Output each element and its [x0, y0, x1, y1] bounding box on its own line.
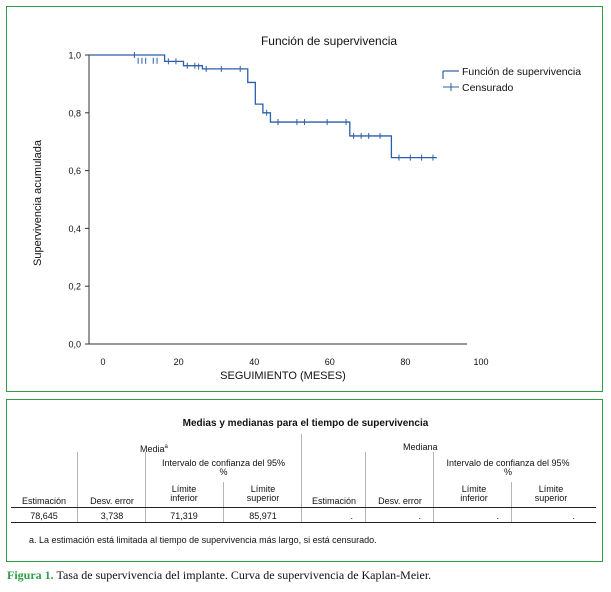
header-mediana-desv-error: Desv. error: [378, 496, 422, 506]
figure-label: Figura 1.: [7, 568, 54, 582]
y-tick-label: 0,4: [68, 224, 81, 234]
caption-text: Tasa de supervivencia del implante. Curv…: [56, 568, 432, 582]
censor-marks: [133, 52, 434, 161]
cell-media-limite-superior: 85,971: [249, 511, 277, 521]
header-mediana-limite-superior-2: superior: [534, 493, 568, 503]
header-media-estimacion: Estimación: [21, 496, 66, 506]
y-tick-label: 1,0: [68, 51, 81, 61]
grid-line: [433, 452, 434, 522]
x-axis-label: SEGUIMIENTO (MESES): [220, 370, 346, 382]
x-tick-label: 20: [174, 357, 184, 367]
y-tick-label: 0,0: [68, 340, 81, 350]
table-bottom-rule: [11, 522, 596, 523]
cell-media-desv-error: 3,738: [100, 511, 124, 521]
media-label: Media: [140, 444, 165, 454]
grid-line: [301, 434, 302, 522]
figure-caption: Figura 1. Tasa de supervivencia del impl…: [7, 568, 431, 583]
header-mediana-estimacion: Estimación: [311, 496, 356, 506]
y-tick-label: 0,2: [68, 282, 81, 292]
x-tick-label: 40: [249, 357, 259, 367]
table-title: Medias y medianas para el tiempo de supe…: [182, 418, 429, 429]
chart-title: Función de supervivencia: [261, 34, 397, 48]
axis-ticks: 0,0 0,2 0,4 0,6 0,8 1,0 0 20 40 60 80 100: [68, 51, 488, 368]
cell-mediana-limite-superior: .: [572, 511, 575, 521]
chart-panel: Función de supervivencia Supervivencia a…: [6, 6, 603, 392]
cell-mediana-limite-inferior: .: [496, 511, 499, 521]
legend-censored-label: Censurado: [462, 82, 514, 94]
survival-curve-line: [89, 54, 437, 159]
x-tick-label: 100: [473, 357, 488, 367]
survival-curve-group: [89, 54, 437, 159]
header-media-limite-inferior-1: Límite: [171, 484, 197, 494]
media-footnote-mark: a: [164, 444, 168, 450]
table-panel: Medias y medianas para el tiempo de supe…: [6, 399, 603, 562]
x-tick-label: 60: [325, 357, 335, 367]
mediana-ci-header: Intervalo de confianza del 95%: [446, 458, 570, 468]
media-ci-wrap: %: [219, 467, 228, 477]
media-ci-header: Intervalo de confianza del 95%: [161, 458, 286, 468]
media-header: Mediaa: [140, 442, 168, 454]
cell-mediana-desv-error: .: [418, 511, 421, 521]
survival-chart: Función de supervivencia Supervivencia a…: [32, 34, 581, 382]
table-footnote: a. La estimación está limitada al tiempo…: [29, 535, 377, 545]
header-mediana-limite-superior-1: Límite: [538, 484, 564, 494]
axes: [88, 55, 467, 345]
legend: Función de supervivencia Censurado: [442, 66, 581, 94]
grid-line: [223, 482, 224, 522]
header-mediana-limite-inferior-1: Límite: [461, 484, 487, 494]
cell-mediana-estimacion: .: [350, 511, 353, 521]
legend-survival-label: Función de supervivencia: [462, 66, 581, 78]
table-header-rule: [11, 507, 596, 508]
cell-media-estimacion: 78,645: [30, 511, 58, 521]
header-media-limite-superior-1: Límite: [250, 484, 276, 494]
x-tick-label: 80: [400, 357, 410, 367]
mediana-header: Mediana: [403, 442, 438, 452]
cell-media-limite-inferior: 71,319: [170, 511, 198, 521]
header-media-limite-superior-2: superior: [246, 493, 280, 503]
grid-line: [365, 452, 366, 522]
grid-line: [145, 452, 146, 522]
header-media-limite-inferior-2: inferior: [170, 493, 198, 503]
header-media-desv-error: Desv. error: [90, 496, 134, 506]
grid-line: [77, 452, 78, 522]
x-tick-label: 0: [100, 357, 105, 367]
y-axis-label: Supervivencia acumulada: [32, 139, 44, 266]
grid-line: [511, 482, 512, 522]
header-mediana-limite-inferior-2: inferior: [460, 493, 488, 503]
y-tick-label: 0,8: [68, 108, 81, 118]
mediana-ci-wrap: %: [503, 467, 512, 477]
y-tick-label: 0,6: [68, 166, 81, 176]
